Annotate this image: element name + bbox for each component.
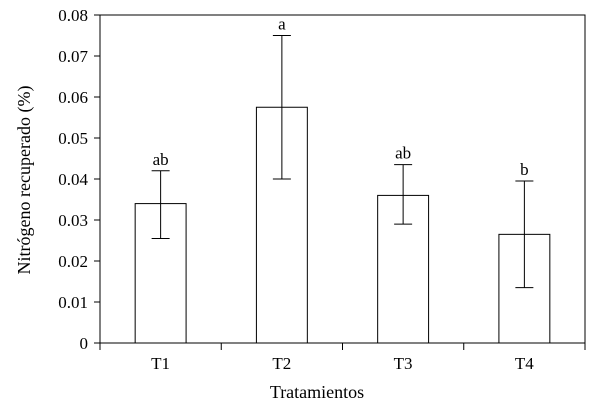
y-tick-label: 0.01 — [58, 293, 88, 312]
x-tick-label: T2 — [272, 354, 291, 373]
plot-area-border — [99, 14, 586, 344]
error-bars — [151, 35, 534, 289]
bars — [134, 106, 551, 344]
significance-label: a — [278, 15, 286, 34]
y-tick-label: 0.04 — [58, 170, 88, 189]
y-axis-ticks: 0 0.01 0.02 0.03 0.04 0.05 0.06 0.07 0.08 — [58, 6, 100, 353]
y-tick-label: 0 — [80, 334, 89, 353]
significance-label: ab — [395, 144, 411, 163]
significance-labels: ab a ab b — [153, 15, 529, 180]
y-tick-label: 0.06 — [58, 88, 88, 107]
x-tick-label: T4 — [515, 354, 534, 373]
significance-label: b — [520, 160, 529, 179]
x-axis-ticks: T1 T2 T3 T4 — [99, 343, 586, 373]
y-tick-label: 0.07 — [58, 47, 88, 66]
y-tick-label: 0.03 — [58, 211, 88, 230]
y-tick-label: 0.05 — [58, 129, 88, 148]
y-axis-title: Nitrógeno recuperado (%) — [14, 86, 35, 275]
x-tick-label: T1 — [151, 354, 170, 373]
y-tick-label: 0.08 — [58, 6, 88, 25]
x-tick-label: T3 — [394, 354, 413, 373]
x-axis-title: Tratamientos — [270, 382, 364, 402]
plot-frame — [99, 14, 586, 344]
significance-label: ab — [153, 150, 169, 169]
y-tick-label: 0.02 — [58, 252, 88, 271]
